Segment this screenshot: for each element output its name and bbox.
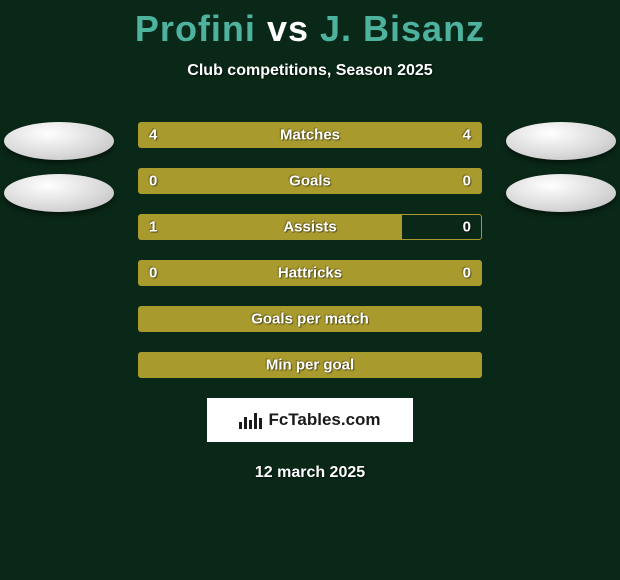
stat-value-left: 0 [149,265,157,282]
player1-avatar-icon [4,122,114,160]
player2-avatar-icon [506,174,616,212]
brand-text: FcTables.com [268,410,380,430]
stat-row: 4 4 Matches [138,122,482,148]
stat-row: 0 0 Goals [138,168,482,194]
stat-row: Goals per match [138,306,482,332]
stat-value-right: 0 [463,265,471,282]
player2-name: J. Bisanz [320,8,485,49]
stat-value-left: 0 [149,173,157,190]
stat-value-right: 0 [463,219,471,236]
player1-avatar-icon [4,174,114,212]
stat-label: Min per goal [266,357,354,374]
bar-fill-right [310,169,481,193]
stat-row: Min per goal [138,352,482,378]
stat-value-right: 4 [463,127,471,144]
player2-avatar-icon [506,122,616,160]
bars-container: 4 4 Matches 0 0 Goals 1 0 Assists 0 0 Hattricks Goal… [138,122,482,378]
stat-label: Hattricks [278,265,342,282]
stat-row: 0 0 Hattricks [138,260,482,286]
bar-fill-left [139,169,310,193]
date-label: 12 march 2025 [0,464,620,482]
vs-label: vs [267,8,309,49]
comparison-title: Profini vs J. Bisanz [0,0,620,50]
brand-badge: FcTables.com [207,398,413,442]
bar-fill-left [139,215,402,239]
stat-value-left: 4 [149,127,157,144]
subtitle: Club competitions, Season 2025 [0,62,620,80]
comparison-chart: 4 4 Matches 0 0 Goals 1 0 Assists 0 0 Hattricks Goal… [0,122,620,378]
player1-name: Profini [135,8,256,49]
stat-label: Goals per match [251,311,369,328]
brand-bars-icon [239,411,262,429]
stat-label: Assists [283,219,336,236]
stat-value-right: 0 [463,173,471,190]
stat-label: Goals [289,173,331,190]
stat-label: Matches [280,127,340,144]
stat-value-left: 1 [149,219,157,236]
stat-row: 1 0 Assists [138,214,482,240]
